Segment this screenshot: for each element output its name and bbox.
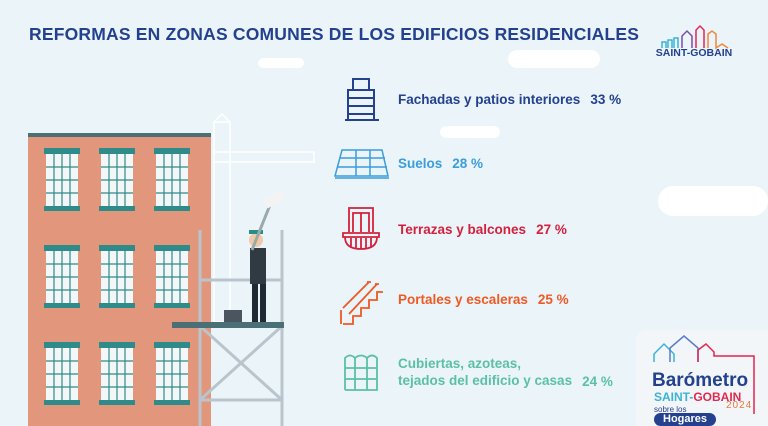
list-item: Fachadas y patios interiores 33 % <box>398 91 621 108</box>
badge-brand: SAINT-GOBAIN <box>654 390 742 404</box>
roof-tiles-icon <box>344 354 378 391</box>
cloud <box>658 186 768 216</box>
item-percentage: 27 % <box>536 222 567 237</box>
worker-painter <box>224 189 286 322</box>
item-label: Cubiertas, azoteas, tejados del edificio … <box>398 356 573 388</box>
floor-tiles-icon <box>334 149 389 179</box>
building-icon <box>345 78 379 121</box>
window-sill <box>154 400 190 405</box>
window-sill <box>44 303 80 308</box>
skyline-logo-icon <box>661 24 729 50</box>
barometro-badge: Barómetro SAINT-GOBAIN sobre los Hogares… <box>636 330 768 426</box>
window-lintel <box>44 245 80 251</box>
badge-hogares: Hogares <box>654 413 717 426</box>
window-sill <box>44 206 80 211</box>
saint-gobain-logo: SAINT-GOBAIN <box>652 24 736 64</box>
cloud <box>440 126 500 138</box>
window-lintel <box>154 245 190 251</box>
list-item: Cubiertas, azoteas, tejados del edificio … <box>398 355 613 389</box>
page-title: REFORMAS EN ZONAS COMUNES DE LOS EDIFICI… <box>29 24 640 44</box>
item-percentage: 28 % <box>452 156 484 171</box>
item-label: Portales y escaleras <box>398 292 528 307</box>
item-label: Fachadas y patios interiores <box>398 92 581 107</box>
houses-outline-icon <box>653 335 755 414</box>
cloud <box>258 58 304 68</box>
window-lintel <box>44 148 80 154</box>
window-lintel <box>154 148 190 154</box>
window-lintel <box>99 148 135 154</box>
window-sill <box>99 303 135 308</box>
list-item: Portales y escaleras 25 % <box>398 291 569 308</box>
badge-subtitle: sobre los <box>654 405 687 414</box>
cloud <box>508 50 600 68</box>
logo-text: SAINT-GOBAIN <box>655 47 733 59</box>
badge-title: Barómetro <box>652 370 749 391</box>
item-label: Terrazas y balcones <box>398 222 527 237</box>
window-sill <box>154 303 190 308</box>
window-sill <box>154 206 190 211</box>
window-sill <box>99 206 135 211</box>
window-lintel <box>154 342 190 348</box>
balcony-icon <box>342 207 380 250</box>
window-lintel <box>44 342 80 348</box>
window-lintel <box>99 245 135 251</box>
item-percentage: 33 % <box>590 92 622 107</box>
building-illustration <box>28 112 315 426</box>
badge-year: 2024 <box>726 400 753 411</box>
window-sill <box>44 400 80 405</box>
list-item: Terrazas y balcones 27 % <box>398 221 567 238</box>
item-percentage: 25 % <box>537 292 569 307</box>
stairs-icon <box>340 281 383 325</box>
list-item: Suelos 28 % <box>398 155 483 172</box>
window-lintel <box>99 342 135 348</box>
window-sill <box>99 400 135 405</box>
item-label: Suelos <box>398 156 443 171</box>
item-percentage: 24 % <box>582 374 613 389</box>
